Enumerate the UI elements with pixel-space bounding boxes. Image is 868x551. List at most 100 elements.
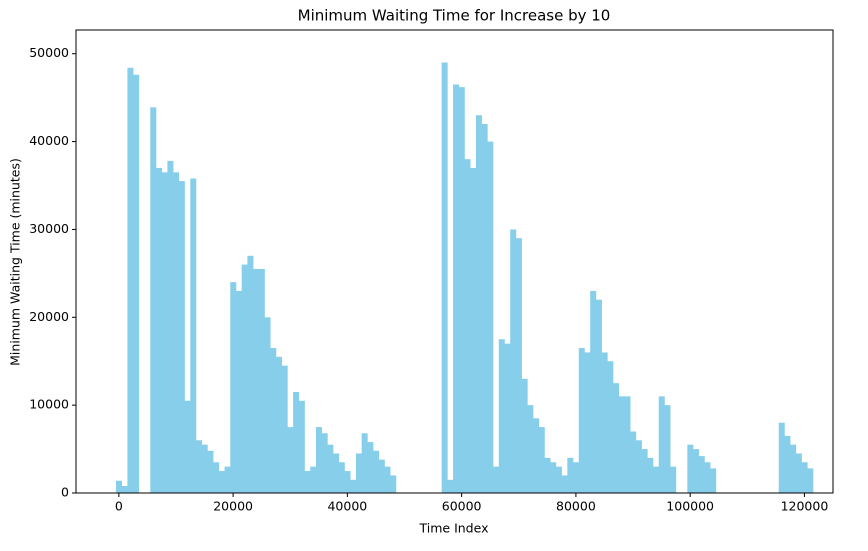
x-tick-label: 80000 [556, 499, 596, 514]
bar [213, 462, 220, 493]
bar [561, 475, 568, 493]
bar [247, 255, 254, 493]
bar [270, 348, 277, 493]
bar [778, 422, 785, 493]
bar [504, 343, 511, 493]
bar [601, 352, 608, 493]
bar [367, 442, 374, 493]
bar [801, 462, 808, 493]
chart-title: Minimum Waiting Time for Increase by 10 [298, 7, 611, 25]
bar [115, 480, 123, 493]
y-tick-label: 30000 [29, 221, 69, 236]
bar [230, 282, 237, 493]
bar [658, 396, 665, 493]
bar [190, 178, 197, 493]
bar [390, 475, 397, 493]
bar [235, 290, 242, 493]
bar [218, 471, 225, 493]
bar [338, 462, 345, 493]
y-tick-label: 10000 [29, 397, 69, 412]
bar [344, 471, 351, 493]
bar [161, 172, 168, 494]
y-tick-label: 40000 [29, 133, 69, 148]
x-tick-label: 40000 [327, 499, 367, 514]
bar [333, 453, 340, 493]
bar [533, 418, 540, 493]
bar [470, 167, 477, 493]
bar [184, 400, 191, 493]
bar [687, 444, 694, 493]
bar [195, 440, 202, 493]
bar [790, 444, 797, 493]
bar [698, 456, 705, 493]
y-tick-label: 0 [61, 485, 69, 500]
bar [624, 396, 631, 493]
bar [544, 457, 551, 493]
bar [321, 433, 328, 493]
bar [555, 466, 562, 493]
bar [264, 317, 271, 493]
bar [361, 433, 368, 493]
bar [287, 427, 294, 493]
bar [618, 396, 625, 493]
bar [253, 268, 260, 493]
bar [584, 352, 591, 493]
bar [647, 457, 654, 493]
bar [670, 466, 677, 493]
bar [510, 229, 517, 494]
bar [635, 440, 642, 493]
bar [527, 405, 534, 493]
bar [607, 361, 614, 493]
bar [258, 268, 265, 493]
bar [521, 378, 528, 493]
bar [498, 339, 505, 493]
bar [704, 462, 711, 493]
bar [178, 181, 185, 494]
bar [590, 290, 597, 493]
bar [350, 479, 357, 493]
bar [304, 471, 311, 493]
bar [550, 462, 557, 493]
bar [378, 459, 385, 493]
bar [710, 468, 717, 493]
y-tick-label: 50000 [29, 45, 69, 60]
bar [538, 427, 545, 493]
bar [567, 457, 574, 493]
x-axis-label: Time Index [419, 521, 489, 536]
bar [573, 462, 580, 493]
bar [224, 466, 231, 493]
bar [281, 365, 288, 493]
bar [487, 141, 494, 493]
bar [458, 87, 465, 493]
bar [173, 172, 180, 494]
bar [578, 348, 585, 493]
bar [293, 391, 300, 493]
bar [201, 444, 208, 493]
bar [127, 67, 134, 494]
bar [121, 485, 128, 493]
bar [384, 466, 391, 493]
bar [373, 450, 380, 493]
y-axis-label: Minimum Waiting Time (minutes) [8, 158, 23, 366]
bar [653, 466, 660, 493]
x-tick-label: 120000 [781, 499, 829, 514]
bar [241, 264, 248, 493]
bar [464, 159, 471, 493]
bar [481, 124, 488, 494]
bar [447, 479, 454, 493]
bar [641, 449, 648, 493]
bar [150, 107, 157, 493]
bar [275, 356, 282, 493]
x-tick-label: 20000 [213, 499, 253, 514]
bar [664, 405, 671, 493]
bar [475, 115, 482, 493]
bar [795, 453, 802, 493]
bar [441, 62, 448, 493]
bar [207, 450, 214, 493]
bar [155, 167, 162, 493]
x-tick-label: 100000 [666, 499, 714, 514]
x-tick-label: 60000 [442, 499, 482, 514]
bar [630, 431, 637, 493]
x-tick-label: 0 [115, 499, 123, 514]
